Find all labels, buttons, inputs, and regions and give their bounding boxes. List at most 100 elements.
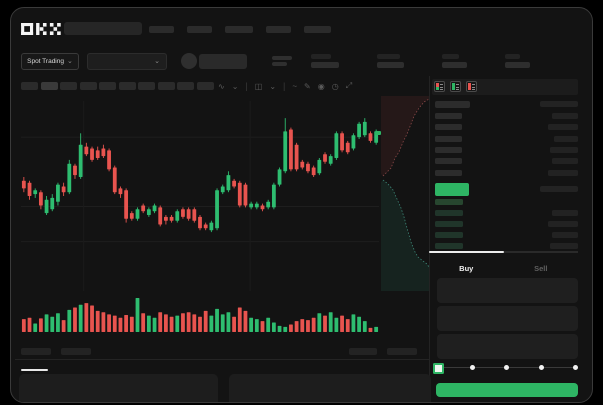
- chart-style-icon[interactable]: ∿: [218, 81, 225, 91]
- bottom-panel-1[interactable]: [229, 374, 431, 402]
- orderbook-combined-icon[interactable]: [434, 81, 445, 92]
- slider-stop-dot[interactable]: [469, 365, 475, 370]
- interval-button-6[interactable]: [138, 82, 155, 90]
- market-type-label: Spot Trading: [27, 58, 64, 65]
- footer-tab-left-0[interactable]: [21, 348, 51, 355]
- volume-bar: [56, 313, 60, 332]
- candle: [198, 216, 202, 229]
- interval-button-8[interactable]: [177, 82, 194, 90]
- stat-label-skeleton: [377, 54, 400, 59]
- amount-input[interactable]: [437, 306, 578, 331]
- volume-bar: [152, 317, 157, 332]
- ask-price-skeleton: [435, 135, 462, 142]
- icon-line: [472, 89, 475, 90]
- slider-stop-dot[interactable]: [538, 365, 544, 370]
- orderbook-bids-icon[interactable]: [450, 81, 461, 92]
- candle: [181, 209, 185, 217]
- slider-stop-dot[interactable]: [504, 365, 509, 370]
- ask-row[interactable]: [435, 113, 578, 119]
- candle: [226, 175, 231, 191]
- nav-item-1[interactable]: [187, 26, 212, 33]
- search-input[interactable]: [64, 22, 142, 35]
- interval-button-1[interactable]: [40, 82, 58, 90]
- amount-slider[interactable]: [433, 363, 578, 374]
- volume-bar: [209, 315, 214, 332]
- bottom-panel-0[interactable]: [19, 374, 218, 402]
- chevron-down-icon[interactable]: ⌄: [269, 81, 277, 91]
- nav-item-4[interactable]: [304, 26, 331, 33]
- volume-bar: [67, 309, 72, 332]
- volume-bar: [271, 322, 276, 332]
- interval-buttons: [21, 82, 214, 90]
- ask-color-swatch: [468, 83, 471, 87]
- icon-line: [456, 84, 459, 85]
- ticker-stats: [311, 54, 530, 69]
- tab-sell[interactable]: Sell: [534, 264, 548, 273]
- interval-button-5[interactable]: [118, 82, 136, 90]
- candle: [289, 129, 293, 170]
- bid-row[interactable]: [435, 199, 578, 205]
- bid-row[interactable]: [435, 221, 578, 227]
- orderbook-asks[interactable]: [435, 113, 578, 181]
- nav-item-3[interactable]: [266, 26, 291, 33]
- chevron-down-icon[interactable]: ⌄: [231, 81, 239, 91]
- total-input[interactable]: [437, 334, 578, 359]
- slider-handle[interactable]: [433, 363, 444, 374]
- bid-row[interactable]: [435, 243, 578, 249]
- candle: [21, 180, 26, 189]
- volume-bar: [311, 317, 316, 332]
- icon-line: [440, 89, 443, 90]
- market-type-selector[interactable]: Spot Trading ⌄: [21, 53, 79, 70]
- orderbook-bids[interactable]: [435, 199, 578, 256]
- bid-price-skeleton: [435, 199, 463, 205]
- candle: [345, 142, 350, 153]
- nav-item-2[interactable]: [225, 26, 253, 33]
- interval-button-3[interactable]: [79, 82, 97, 90]
- ask-row[interactable]: [435, 169, 578, 176]
- candle: [107, 150, 111, 170]
- candle-type-icon[interactable]: ◫: [254, 81, 263, 91]
- buy-submit-button[interactable]: [436, 383, 578, 397]
- candlestick-chart[interactable]: [21, 101, 379, 291]
- tabs-underline: [429, 251, 578, 253]
- interval-button-9[interactable]: [196, 82, 214, 90]
- pair-selector-dropdown[interactable]: ⌄: [87, 53, 167, 70]
- interval-button-0[interactable]: [21, 82, 38, 90]
- interval-button-7[interactable]: [157, 82, 175, 90]
- bottom-active-tab-indicator: [21, 369, 48, 371]
- stat-2: [442, 54, 467, 69]
- orderbook-last-price[interactable]: [435, 183, 469, 196]
- pair-name-button[interactable]: [199, 54, 247, 69]
- bid-row[interactable]: [435, 210, 578, 216]
- ask-row[interactable]: [435, 158, 578, 165]
- candle: [249, 203, 254, 208]
- price-input[interactable]: [437, 278, 578, 303]
- history-icon[interactable]: ◷: [331, 81, 339, 91]
- footer-tab-left-1[interactable]: [61, 348, 91, 355]
- draw-tool-icon[interactable]: ✎: [304, 81, 311, 91]
- camera-icon[interactable]: ◉: [317, 81, 325, 91]
- candle: [357, 123, 362, 138]
- interval-button-4[interactable]: [99, 82, 116, 90]
- footer-tab-right-1[interactable]: [387, 348, 417, 355]
- slider-stop-dot[interactable]: [573, 365, 578, 370]
- bid-row[interactable]: [435, 232, 578, 238]
- ask-row[interactable]: [435, 146, 578, 153]
- fullscreen-icon[interactable]: ⤢: [345, 81, 353, 90]
- candle: [192, 209, 197, 221]
- volume-bar: [220, 314, 225, 332]
- candle: [368, 133, 373, 141]
- nav-item-0[interactable]: [149, 26, 174, 33]
- interval-button-2[interactable]: [60, 82, 77, 90]
- ask-row[interactable]: [435, 135, 578, 142]
- ask-row[interactable]: [435, 124, 578, 131]
- ask-amount-skeleton: [554, 135, 578, 142]
- orderbook-asks-icon[interactable]: [466, 81, 477, 92]
- volume-bar: [61, 320, 66, 332]
- line-tool-icon[interactable]: ~: [292, 81, 298, 91]
- volume-bar: [323, 315, 327, 332]
- tab-buy[interactable]: Buy: [459, 264, 474, 273]
- footer-tab-right-0[interactable]: [349, 348, 377, 355]
- okx-logo[interactable]: [21, 23, 62, 35]
